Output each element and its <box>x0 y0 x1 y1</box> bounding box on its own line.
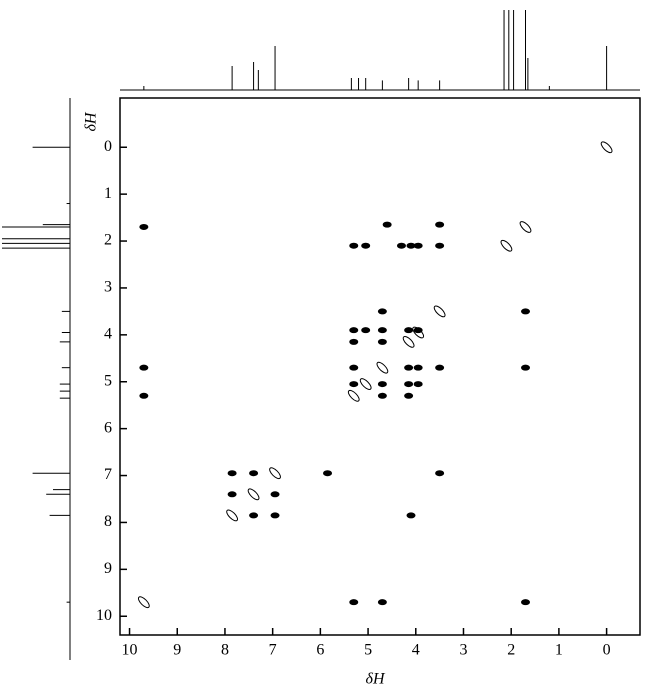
cross-peak <box>435 221 445 228</box>
cross-peak <box>249 470 259 477</box>
cross-peak <box>521 364 531 371</box>
cross-peak <box>347 389 360 402</box>
x-tick-label: 3 <box>459 642 467 659</box>
y-tick-label: 0 <box>104 138 112 155</box>
y-tick-label: 8 <box>104 513 112 530</box>
cross-peak <box>227 491 237 498</box>
y-tick-label: 2 <box>104 232 112 249</box>
cross-peak <box>361 327 371 334</box>
x-tick-label: 0 <box>603 642 611 659</box>
cross-peak <box>323 470 333 477</box>
cross-peak <box>377 338 387 345</box>
cross-peak <box>413 364 423 371</box>
cross-peak <box>377 392 387 399</box>
cross-peak <box>521 599 531 606</box>
cross-peak <box>270 491 280 498</box>
cross-peak <box>376 361 389 374</box>
x-axis-label: δH <box>366 671 386 688</box>
cross-peak <box>247 488 260 501</box>
cross-peak <box>139 392 149 399</box>
cross-peak <box>349 364 359 371</box>
cross-peak <box>396 242 406 249</box>
cross-peak <box>270 512 280 519</box>
cross-peak <box>406 512 416 519</box>
cross-peak <box>361 242 371 249</box>
x-tick-label: 7 <box>269 642 277 659</box>
y-tick-label: 6 <box>104 419 112 436</box>
x-tick-label: 10 <box>122 642 138 659</box>
x-tick-label: 1 <box>555 642 563 659</box>
x-tick-label: 2 <box>507 642 515 659</box>
x-tick-label: 4 <box>412 642 420 659</box>
x-tick-label: 9 <box>173 642 181 659</box>
cross-peak <box>521 308 531 315</box>
cross-peak <box>349 327 359 334</box>
y-tick-label: 1 <box>104 185 112 202</box>
cross-peak <box>413 242 423 249</box>
cross-peak <box>377 327 387 334</box>
cross-peak <box>433 305 446 318</box>
cross-peak <box>413 327 423 334</box>
cross-peak <box>359 378 372 390</box>
y-tick-label: 9 <box>104 560 112 577</box>
cross-peak <box>349 338 359 345</box>
cross-peak <box>349 599 359 606</box>
cross-peak <box>269 467 281 480</box>
cross-peak <box>377 308 387 315</box>
cross-peak <box>139 364 149 371</box>
cross-peak <box>377 599 387 606</box>
cross-peak <box>435 364 445 371</box>
cross-peak <box>402 335 415 348</box>
y-tick-label: 3 <box>104 279 112 296</box>
cross-peak <box>435 242 445 249</box>
x-tick-label: 5 <box>364 642 372 659</box>
y-tick-label: 4 <box>104 326 112 343</box>
y-axis-label: δH <box>83 111 100 131</box>
cross-peak <box>137 596 150 609</box>
cross-peak <box>600 141 613 154</box>
cross-peak <box>500 239 513 252</box>
cross-peak <box>227 470 237 477</box>
cross-peak <box>404 392 414 399</box>
cross-peak <box>382 221 392 228</box>
y-tick-label: 7 <box>104 466 112 483</box>
cross-peak <box>404 381 414 388</box>
cross-peak <box>139 223 149 230</box>
x-tick-label: 8 <box>221 642 229 659</box>
plot-frame <box>119 97 641 636</box>
cross-peak <box>435 470 445 477</box>
x-tick-label: 6 <box>316 642 324 659</box>
cross-peak <box>377 381 387 388</box>
cross-peak <box>519 221 532 233</box>
cross-peak <box>413 381 423 388</box>
cross-peak <box>249 512 259 519</box>
cross-peak <box>404 364 414 371</box>
cross-peak <box>349 242 359 249</box>
cross-peak <box>404 327 414 334</box>
cross-peak <box>226 509 238 522</box>
y-tick-label: 5 <box>104 372 112 389</box>
y-tick-label: 10 <box>96 607 112 624</box>
cross-peak <box>349 381 359 388</box>
